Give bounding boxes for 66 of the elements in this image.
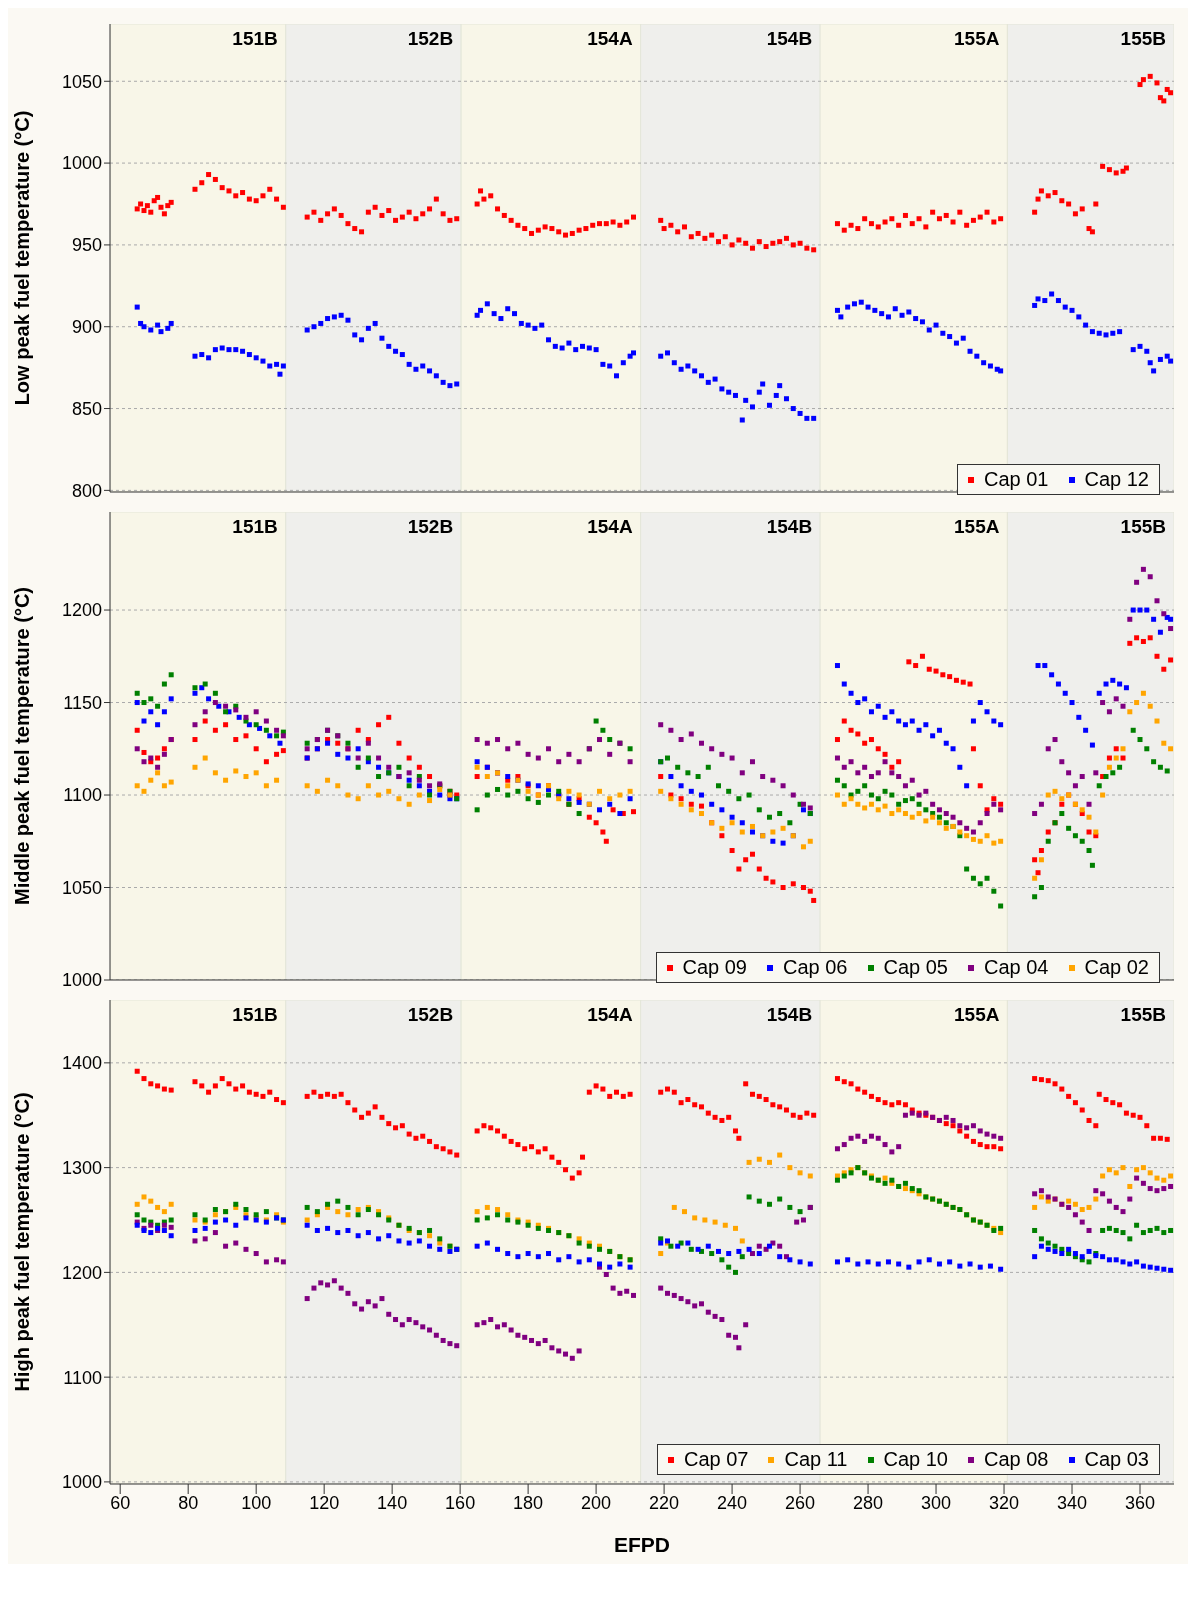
band-label: 151B — [232, 516, 278, 538]
y-tick-label: 800 — [71, 480, 102, 501]
x-tick-label: 60 — [110, 1492, 131, 1513]
legend-label: Cap 04 — [984, 956, 1049, 979]
band-label: 154B — [766, 516, 813, 538]
x-tick-label: 360 — [1124, 1492, 1156, 1513]
x-tick-label: 120 — [309, 1492, 340, 1513]
x-tick-label: 140 — [377, 1492, 408, 1513]
x-tick-label: 80 — [178, 1492, 199, 1513]
band-label: 154A — [587, 1004, 633, 1026]
y-tick-label: 1100 — [63, 1367, 102, 1388]
band-label: 154B — [766, 1004, 813, 1026]
x-tick-label: 260 — [785, 1492, 816, 1513]
band-label: 155A — [954, 516, 1000, 538]
band-label: 154A — [587, 28, 633, 50]
legend-label: Cap 12 — [1084, 468, 1149, 491]
x-tick-label: 100 — [241, 1492, 272, 1513]
y-tick-label: 1000 — [61, 970, 102, 991]
legend-label: Cap 03 — [1084, 1448, 1149, 1471]
x-tick-label: 220 — [649, 1492, 680, 1513]
y-tick-label: 1000 — [61, 153, 102, 174]
y-tick-label: 1200 — [61, 1262, 102, 1283]
band-label: 152B — [407, 28, 454, 50]
y-tick-label: 1100 — [63, 785, 102, 806]
y-tick-label: 1150 — [63, 692, 102, 713]
legend-label: Cap 06 — [783, 956, 848, 979]
x-tick-label: 240 — [717, 1492, 748, 1513]
y-tick-label: 850 — [71, 398, 102, 419]
band-label: 151B — [232, 1004, 278, 1026]
y-tick-label: 1200 — [61, 600, 102, 621]
legend-label: Cap 05 — [883, 956, 948, 979]
legend-label: Cap 11 — [784, 1448, 848, 1471]
y-axis-title: Low peak fuel temperature (°C) — [11, 110, 34, 406]
x-tick-label: 180 — [513, 1492, 544, 1513]
band-label: 155A — [954, 28, 1000, 50]
x-tick-label: 160 — [445, 1492, 476, 1513]
y-tick-label: 900 — [71, 317, 102, 338]
x-tick-label: 280 — [853, 1492, 884, 1513]
legend-label: Cap 02 — [1084, 956, 1149, 979]
legend-label: Cap 10 — [883, 1448, 948, 1471]
x-tick-label: 200 — [581, 1492, 612, 1513]
y-tick-label: 1300 — [61, 1158, 102, 1179]
band-label: 152B — [407, 1004, 454, 1026]
y-tick-label: 950 — [71, 235, 102, 256]
y-tick-label: 1000 — [61, 1472, 102, 1493]
band-label: 155B — [1120, 28, 1166, 50]
y-tick-label: 1050 — [61, 877, 102, 898]
legend-label: Cap 07 — [683, 1448, 749, 1471]
y-tick-label: 1050 — [61, 71, 102, 92]
legend-label: Cap 09 — [682, 956, 747, 979]
band-label: 154B — [766, 28, 813, 50]
band-label: 154A — [587, 516, 633, 538]
band-label: 155B — [1120, 1004, 1166, 1026]
x-tick-label: 340 — [1057, 1492, 1088, 1513]
y-axis-title: Middle peak fuel temperature (°C) — [11, 586, 34, 906]
band-label: 151B — [232, 28, 278, 50]
legend-label: Cap 08 — [984, 1448, 1049, 1471]
x-tick-label: 300 — [921, 1492, 952, 1513]
y-axis-title: High peak fuel temperature (°C) — [11, 1092, 34, 1392]
band-label: 152B — [407, 516, 454, 538]
x-tick-label: 320 — [989, 1492, 1020, 1513]
y-tick-label: 1400 — [61, 1053, 102, 1074]
band-label: 155A — [954, 1004, 1000, 1026]
legend-label: Cap 01 — [984, 468, 1049, 491]
x-axis-title: EFPD — [613, 1533, 671, 1556]
band-label: 155B — [1120, 516, 1166, 538]
